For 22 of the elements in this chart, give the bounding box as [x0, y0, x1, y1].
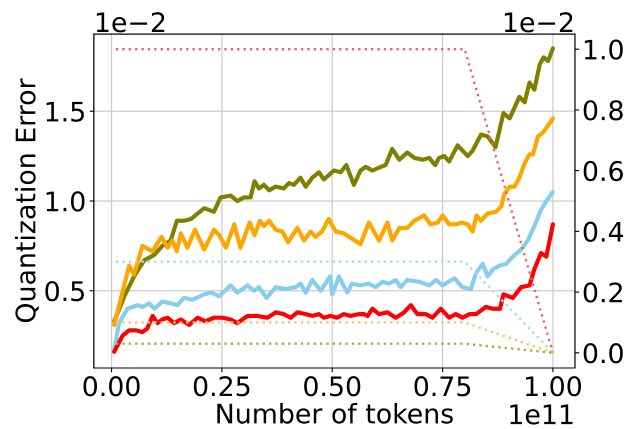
y-tick-label: 1.0 — [46, 191, 84, 212]
text: 1e11 — [510, 404, 573, 424]
y2-tick-label: 0.8 — [584, 100, 623, 120]
y2-tick-label: 0.6 — [584, 160, 623, 182]
y2-tick-label: 0.2 — [584, 282, 622, 303]
line-series — [112, 222, 555, 354]
text: 1e−2 — [504, 12, 572, 32]
text: 1e−2 — [96, 12, 164, 32]
y-tick-label: 0.5 — [45, 281, 84, 302]
x-tick-label: 0.00 — [83, 376, 140, 396]
line-series — [112, 190, 555, 352]
y-axis-title: Quantization Error — [14, 78, 39, 322]
x-tick-label: 0.25 — [194, 376, 250, 396]
y2-tick-label: 1.0 — [584, 39, 623, 60]
y2-tick-label: 0.4 — [584, 222, 624, 242]
x-tick-label: 0.50 — [304, 376, 360, 396]
x-tick-label: 1.00 — [526, 376, 581, 396]
line-series — [112, 116, 555, 327]
x-axis-title: Number of tokens — [217, 402, 453, 424]
x-tick-label: 0.75 — [414, 376, 470, 396]
y-tick-label: 1.5 — [46, 102, 84, 122]
y2-tick-label: 0.0 — [584, 343, 623, 364]
